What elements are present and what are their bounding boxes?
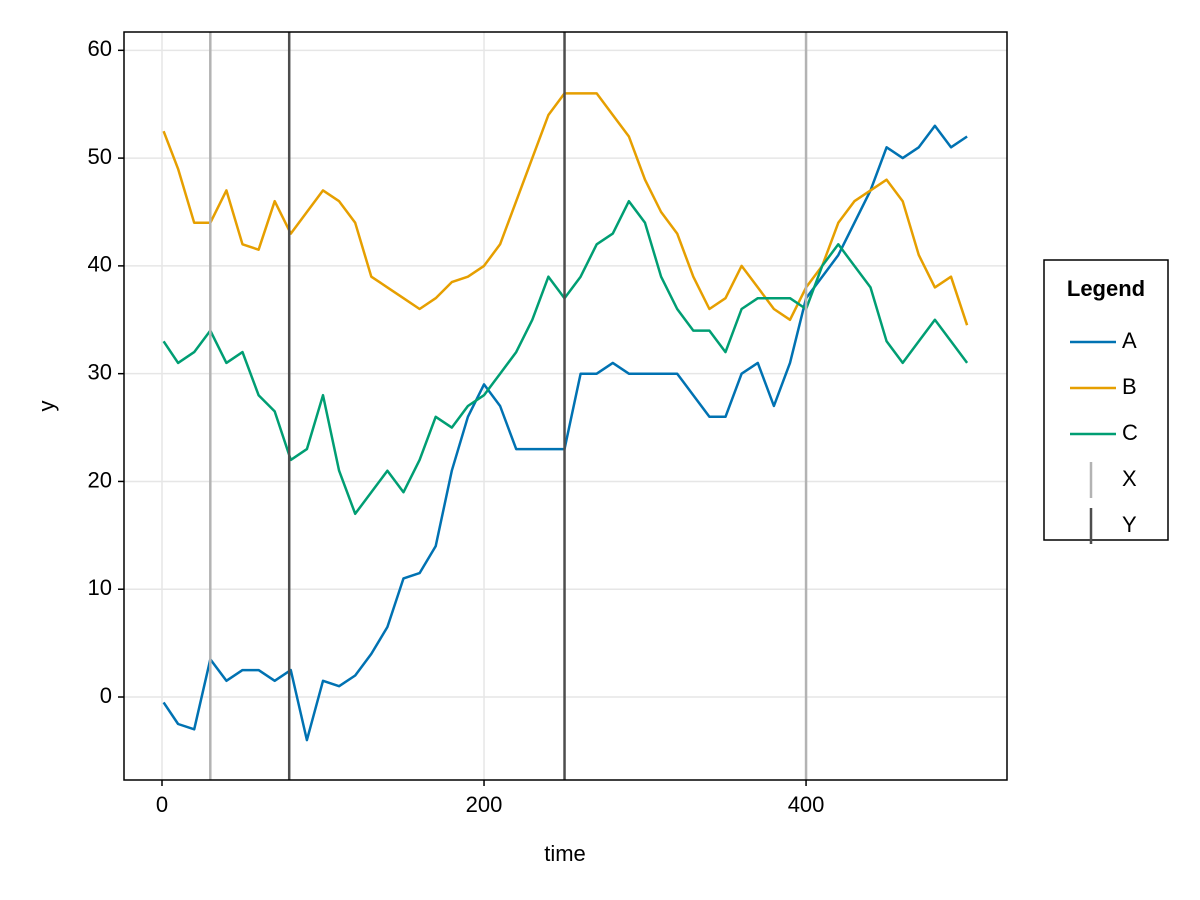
y-tick-label: 0 — [100, 683, 112, 708]
y-tick-label: 40 — [88, 252, 112, 277]
plot-frame — [123, 31, 1008, 781]
legend-label: A — [1122, 328, 1137, 353]
y-axis-label: y — [34, 401, 59, 412]
x-tick-label: 0 — [156, 792, 168, 817]
x-tick-label: 400 — [788, 792, 825, 817]
y-tick-label: 60 — [88, 36, 112, 61]
legend-label: Y — [1122, 512, 1137, 537]
y-tick-label: 30 — [88, 359, 112, 384]
y-tick-label: 10 — [88, 575, 112, 600]
legend-title: Legend — [1067, 276, 1145, 301]
legend-label: C — [1122, 420, 1138, 445]
y-tick-label: 50 — [88, 144, 112, 169]
y-tick-label: 20 — [88, 467, 112, 492]
legend-label: X — [1122, 466, 1137, 491]
x-axis-label: time — [544, 841, 586, 866]
legend-label: B — [1122, 374, 1137, 399]
x-tick-label: 200 — [466, 792, 503, 817]
legend-box — [1043, 259, 1169, 541]
